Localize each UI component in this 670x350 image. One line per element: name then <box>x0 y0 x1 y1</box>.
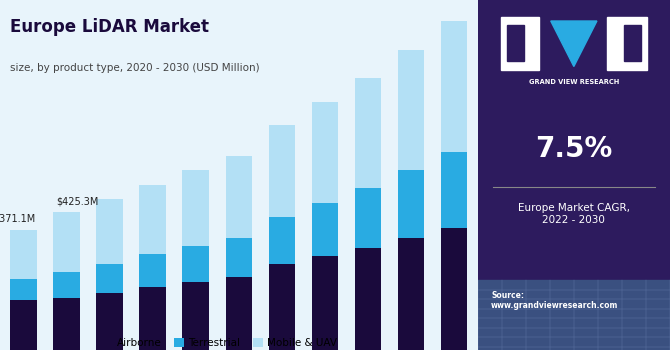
Bar <box>441 152 468 229</box>
Polygon shape <box>551 21 597 66</box>
Bar <box>606 18 647 70</box>
Bar <box>54 272 80 298</box>
Bar <box>139 254 166 287</box>
Bar <box>139 287 166 350</box>
Bar <box>182 246 209 282</box>
Text: Europe Market CAGR,
2022 - 2030: Europe Market CAGR, 2022 - 2030 <box>518 203 630 225</box>
Bar <box>139 185 166 254</box>
Bar <box>507 25 524 61</box>
Bar <box>312 203 338 256</box>
Bar <box>478 280 670 350</box>
Legend: Airborne, Terrestrial, Mobile & UAV: Airborne, Terrestrial, Mobile & UAV <box>102 338 338 348</box>
Bar <box>10 279 37 300</box>
Text: Source:
www.grandviewresearch.com: Source: www.grandviewresearch.com <box>491 290 618 310</box>
Bar <box>269 264 295 350</box>
Bar <box>54 298 80 350</box>
Text: GRAND VIEW RESEARCH: GRAND VIEW RESEARCH <box>529 79 619 85</box>
Bar <box>397 238 424 350</box>
Bar <box>624 25 641 61</box>
Bar <box>500 18 539 70</box>
Bar <box>269 125 295 217</box>
Bar <box>354 248 381 350</box>
Bar <box>96 199 123 264</box>
Bar <box>226 277 252 350</box>
Bar <box>312 102 338 203</box>
Bar <box>182 282 209 350</box>
Bar <box>397 50 424 170</box>
Bar <box>54 212 80 272</box>
Bar <box>10 300 37 350</box>
Bar <box>441 229 468 350</box>
Text: size, by product type, 2020 - 2030 (USD Million): size, by product type, 2020 - 2030 (USD … <box>10 63 260 73</box>
Text: $425.3M: $425.3M <box>56 196 98 206</box>
Bar <box>226 155 252 238</box>
Text: 7.5%: 7.5% <box>535 135 612 163</box>
Bar <box>269 217 295 264</box>
Text: Europe LiDAR Market: Europe LiDAR Market <box>10 18 209 35</box>
Bar <box>312 256 338 350</box>
Text: $371.1M: $371.1M <box>0 214 36 224</box>
Bar <box>182 170 209 246</box>
Bar <box>397 170 424 238</box>
Bar <box>96 293 123 350</box>
Bar <box>226 238 252 277</box>
Bar <box>441 21 468 152</box>
Bar <box>10 230 37 279</box>
Bar <box>354 188 381 248</box>
Bar <box>96 264 123 293</box>
Bar <box>354 78 381 188</box>
